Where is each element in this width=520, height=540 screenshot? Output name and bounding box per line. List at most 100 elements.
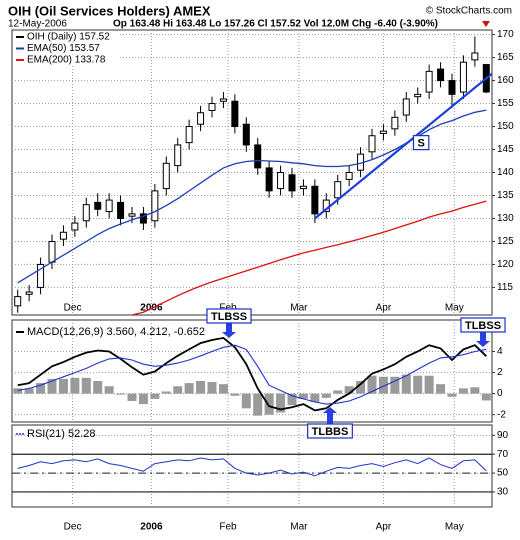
candle-body <box>185 126 193 144</box>
line-series <box>17 344 487 405</box>
histogram-bar <box>344 386 354 394</box>
x-tick-label: Mar <box>290 303 308 314</box>
histogram-bar <box>47 378 57 394</box>
panel-frame <box>11 424 493 508</box>
support-label: S <box>417 138 424 150</box>
y-tick-label: 135 <box>497 190 514 201</box>
line-series <box>17 336 487 412</box>
candle-body <box>174 144 182 167</box>
legend-label: OIH (Daily) 157.52 <box>27 32 110 43</box>
date: 12-May-2006 <box>8 19 67 30</box>
histogram-bar <box>70 377 80 394</box>
histogram-bar <box>218 384 228 394</box>
candle-body <box>311 185 319 215</box>
y-tick-label: -2 <box>497 409 506 420</box>
legend-label: EMA(200) 133.78 <box>27 55 106 66</box>
histogram-bar <box>287 393 297 406</box>
trendline <box>314 72 492 220</box>
x-tick-label: Mar <box>290 522 308 533</box>
candle-body <box>299 185 307 190</box>
histogram-bar <box>378 376 388 394</box>
histogram-bar <box>401 374 411 394</box>
candle-body <box>254 144 262 169</box>
histogram-bar <box>436 384 446 394</box>
x-tick-label: 2006 <box>140 522 163 533</box>
candle-body <box>117 201 125 219</box>
rsi-panel: 90 70 50 30 Dec 2006 Feb Mar Apr May RSI(21) 52.28 <box>11 424 509 533</box>
y-tick-label: 145 <box>497 144 514 155</box>
x-tick-label: Feb <box>219 522 237 533</box>
candle-body <box>48 240 56 263</box>
histogram-bar <box>116 393 126 395</box>
x-tick-label: May <box>445 522 464 533</box>
candle-body <box>219 98 227 102</box>
histogram-bar <box>264 393 274 415</box>
histogram-bar <box>184 383 194 394</box>
histogram-bar <box>93 380 103 394</box>
candle-body <box>82 204 90 222</box>
candle-body <box>197 112 205 125</box>
x-tick-label: May <box>445 303 464 314</box>
candle-body <box>242 123 250 146</box>
legend-bg <box>14 54 118 66</box>
y-tick-label: 170 <box>497 29 514 40</box>
candle-body <box>277 172 285 190</box>
y-tick-label: 120 <box>497 259 514 270</box>
candle-body <box>128 213 136 217</box>
x-tick-label: Feb <box>219 303 237 314</box>
histogram-bar <box>36 383 46 394</box>
histogram-bar <box>413 375 423 394</box>
chart-title: OIH (Oil Services Holders) AMEX <box>8 3 211 18</box>
signal-arrow <box>323 407 337 424</box>
histogram-bar <box>161 391 171 394</box>
y-tick-label: 165 <box>497 52 514 63</box>
histogram-bar <box>481 393 491 401</box>
histogram-bar <box>150 393 160 399</box>
macd-panel: 4 2 0 -2 MACD(12,26,9) 3.560, 4.212, -0.652 <box>11 319 506 423</box>
histogram-bar <box>104 386 114 394</box>
candle-body <box>334 181 342 199</box>
histogram-bar <box>253 393 263 416</box>
histogram-bar <box>356 380 366 394</box>
signal-arrow <box>222 323 236 338</box>
histogram-bar <box>390 376 400 394</box>
histogram-bar <box>367 375 377 394</box>
histogram-bar <box>470 387 480 394</box>
legend-bg <box>14 43 118 54</box>
signal-label-box <box>206 308 252 324</box>
histogram-bar <box>127 393 137 401</box>
y-tick-label: 4 <box>497 346 503 357</box>
y-tick-label: 160 <box>497 75 514 86</box>
histogram-bar <box>333 390 343 394</box>
x-tick-label: Apr <box>376 522 392 533</box>
y-tick-label: 130 <box>497 213 514 224</box>
candle-body <box>139 213 147 224</box>
histogram-bar <box>173 386 183 394</box>
candle-body <box>151 190 159 222</box>
quote-summary: Op 163.48 Hi 163.48 Lo 157.26 Cl 157.52 … <box>113 19 438 30</box>
signal-label-box <box>307 423 353 439</box>
y-tick-label: 155 <box>497 98 514 109</box>
legend-bg <box>14 31 118 43</box>
candle-body <box>345 172 353 180</box>
histogram-bar <box>81 377 91 394</box>
candle-body <box>391 116 399 130</box>
y-tick-label: 70 <box>497 449 509 460</box>
x-tick-label: Dec <box>64 522 82 533</box>
histogram-bar <box>241 393 251 409</box>
y-tick-label: 30 <box>497 487 509 498</box>
signal-label: TLBSS <box>465 320 501 332</box>
annotations: TLBSS TLBBS TLBSS <box>206 308 506 439</box>
line-series <box>17 457 487 477</box>
candle-body <box>288 174 296 192</box>
y-tick-label: 140 <box>497 167 514 178</box>
panel-frame <box>11 319 493 423</box>
support-label-box <box>412 135 430 151</box>
candle-body <box>425 70 433 93</box>
histogram-bar <box>458 388 468 394</box>
line-series <box>129 200 487 315</box>
candle-body <box>231 100 239 128</box>
histogram-bar <box>58 378 68 394</box>
x-tick-label: Dec <box>64 303 82 314</box>
